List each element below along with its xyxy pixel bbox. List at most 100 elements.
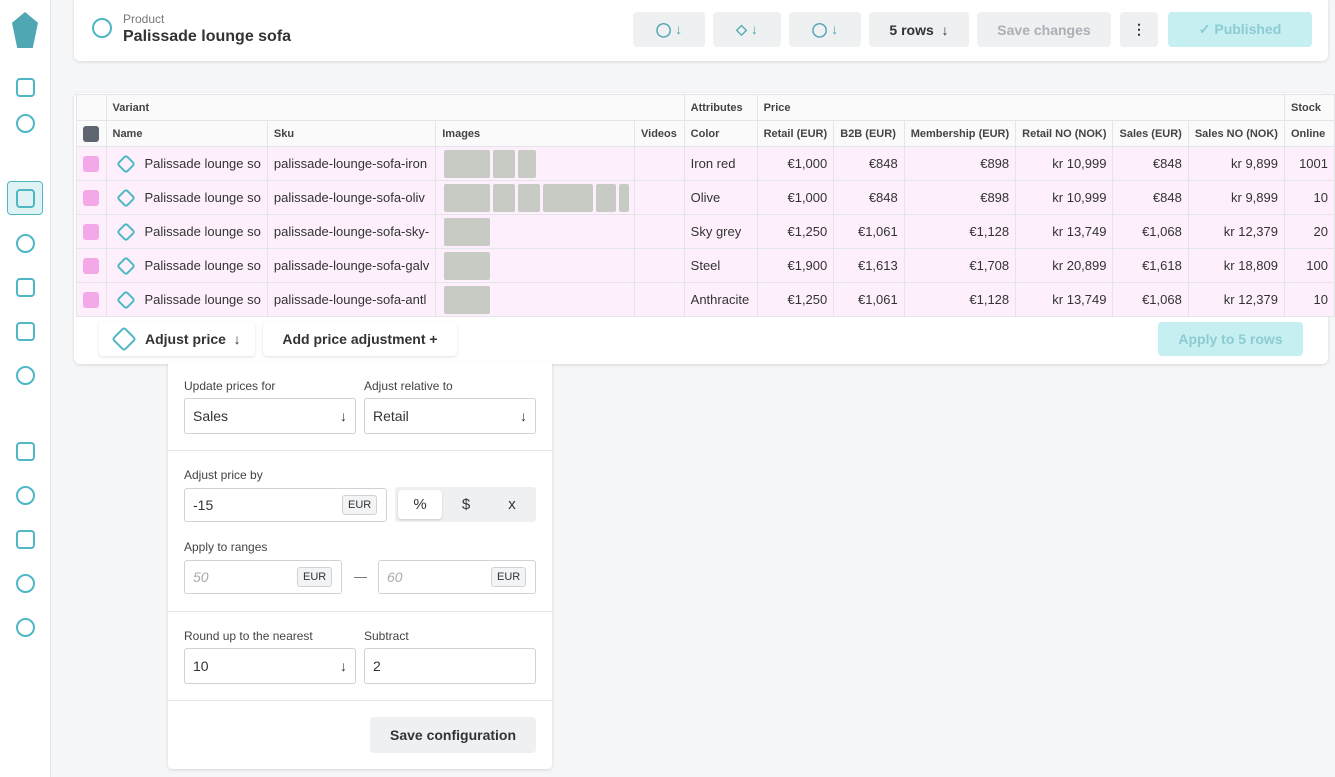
toggle-button[interactable]: ◇ ↓ xyxy=(713,12,781,47)
row-checkbox[interactable] xyxy=(83,257,99,274)
apply-button[interactable]: Apply to 5 rows xyxy=(1158,322,1303,356)
column-header: Retail (EUR) xyxy=(756,120,835,147)
price: €898 xyxy=(903,146,1017,181)
mode-option[interactable]: $ xyxy=(461,496,471,513)
thumbnail[interactable] xyxy=(543,183,594,212)
nav-icon[interactable] xyxy=(16,530,35,549)
group-header: Price xyxy=(756,94,1285,121)
range-from-input[interactable]: 50 EUR xyxy=(184,560,342,594)
cell xyxy=(76,282,107,317)
nav-icon[interactable] xyxy=(16,189,35,208)
thumbnail[interactable] xyxy=(493,183,516,212)
thumbnail[interactable] xyxy=(596,183,617,212)
relative-select[interactable]: Retail ↓ xyxy=(364,398,536,434)
nav-icon[interactable] xyxy=(16,322,35,341)
sku: palissade-lounge-sofa-iron xyxy=(266,146,437,181)
price: €1,250 xyxy=(756,214,835,249)
price: €848 xyxy=(1112,180,1189,215)
header-cell xyxy=(76,94,107,121)
nav-icon[interactable] xyxy=(16,366,35,385)
field-label: Adjust price by xyxy=(184,468,263,482)
nav-icon[interactable] xyxy=(16,618,35,637)
nav-icon[interactable] xyxy=(16,234,35,253)
price: kr 20,899 xyxy=(1015,248,1114,283)
unit-tag: EUR xyxy=(491,567,527,587)
published-button[interactable]: ✓ Published xyxy=(1168,12,1312,47)
row-checkbox[interactable] xyxy=(83,155,99,172)
save-config-button[interactable]: Save configuration xyxy=(370,717,536,753)
unit-tag: EUR xyxy=(342,495,378,515)
nav-icon[interactable] xyxy=(16,442,35,461)
row-checkbox[interactable] xyxy=(83,189,99,206)
thumbnail[interactable] xyxy=(444,217,491,246)
thumbnail[interactable] xyxy=(444,149,491,178)
add-adjustment-button[interactable]: Add price adjustment + xyxy=(263,322,457,356)
field-label: Adjust relative to xyxy=(364,379,453,393)
price: kr 13,749 xyxy=(1015,282,1114,317)
toggle-button[interactable]: ◯ ↓ xyxy=(633,12,705,47)
thumbnail[interactable] xyxy=(444,285,491,314)
subtract-input[interactable]: 2 xyxy=(364,648,536,684)
color: Sky grey xyxy=(683,214,758,249)
header-cell xyxy=(76,120,107,147)
adjust-price-button[interactable]: Adjust price ↓ xyxy=(99,322,255,356)
thumbnail[interactable] xyxy=(619,183,630,212)
column-header: Name xyxy=(105,120,268,147)
cell xyxy=(76,248,107,283)
round-select[interactable]: 10 ↓ xyxy=(184,648,356,684)
nav-icon[interactable] xyxy=(16,278,35,297)
row-checkbox[interactable] xyxy=(83,291,99,308)
sku: palissade-lounge-sofa-sky- xyxy=(266,214,437,249)
mode-option[interactable]: x xyxy=(508,496,516,513)
adjust-input[interactable]: -15 EUR xyxy=(184,488,387,522)
placeholder: 60 xyxy=(387,569,403,585)
divider xyxy=(168,700,552,701)
rows-button[interactable]: 5 rows ↓ xyxy=(869,12,969,47)
input-value: -15 xyxy=(193,497,214,513)
group-header: Attributes xyxy=(683,94,758,121)
divider xyxy=(168,450,552,451)
update-select[interactable]: Sales ↓ xyxy=(184,398,356,434)
placeholder: 50 xyxy=(193,569,209,585)
variant-icon xyxy=(115,154,136,175)
more-button[interactable]: ⋮ xyxy=(1120,12,1158,47)
select-all-checkbox[interactable] xyxy=(83,125,99,142)
variant-row: Palissade lounge so palissade-lounge-sofa… xyxy=(76,214,1335,249)
nav-icon[interactable] xyxy=(16,486,35,505)
thumbnail[interactable] xyxy=(518,149,537,178)
toggle-button[interactable]: ◯ ↓ xyxy=(789,12,861,47)
nav-icon[interactable] xyxy=(16,574,35,593)
column-header: B2B (EUR) xyxy=(833,120,905,147)
price: €1,128 xyxy=(903,214,1017,249)
field-label: Update prices for xyxy=(184,379,276,393)
price: €1,068 xyxy=(1112,214,1189,249)
thumbnail[interactable] xyxy=(493,149,516,178)
images-cell xyxy=(435,214,635,249)
column-header: Images xyxy=(435,120,635,147)
cell xyxy=(76,146,107,181)
sidebar xyxy=(0,0,51,777)
color: Olive xyxy=(683,180,758,215)
row-checkbox[interactable] xyxy=(83,223,99,240)
divider xyxy=(168,611,552,612)
thumbnail[interactable] xyxy=(518,183,541,212)
images-cell xyxy=(435,146,635,181)
stock: 100 xyxy=(1283,248,1335,283)
save-button[interactable]: Save changes xyxy=(977,12,1111,47)
price: €898 xyxy=(903,180,1017,215)
stock: 10 xyxy=(1283,180,1335,215)
select-value: Retail xyxy=(373,408,409,424)
field-label: Round up to the nearest xyxy=(184,629,313,643)
price: kr 18,809 xyxy=(1187,248,1285,283)
thumbnail[interactable] xyxy=(444,251,491,280)
thumbnail[interactable] xyxy=(444,183,491,212)
nav-icon[interactable] xyxy=(16,78,35,97)
nav-icon[interactable] xyxy=(16,114,35,133)
logo[interactable] xyxy=(12,12,38,48)
price: kr 9,899 xyxy=(1187,146,1285,181)
mode-option[interactable]: % xyxy=(398,490,442,519)
group-header-row: Variant Attributes Price Stock xyxy=(76,94,1335,121)
range-to-input[interactable]: 60 EUR xyxy=(378,560,536,594)
nav-active[interactable] xyxy=(7,181,43,215)
column-header: Videos xyxy=(634,120,685,147)
